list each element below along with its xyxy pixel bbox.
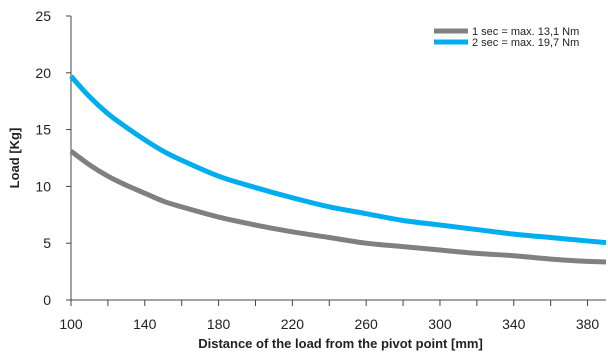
y-tick-group: 0 5 10 15 20 25 <box>35 8 71 308</box>
x-tick-group: 100 140 180 220 260 300 340 380 <box>59 300 599 332</box>
y-tick-label: 0 <box>43 292 51 308</box>
y-axis-title: Load [Kg] <box>7 128 22 189</box>
y-tick-label: 25 <box>35 8 51 24</box>
x-tick-label: 340 <box>502 316 526 332</box>
x-tick-label: 300 <box>428 316 452 332</box>
y-tick-label: 15 <box>35 122 51 138</box>
x-tick-label: 100 <box>59 316 83 332</box>
y-tick-label: 10 <box>35 178 51 194</box>
legend-label-1: 1 sec = max. 13,1 Nm <box>472 26 579 38</box>
y-tick-label: 20 <box>35 65 51 81</box>
legend-label-2: 2 sec = max. 19,7 Nm <box>472 37 579 49</box>
x-axis-title: Distance of the load from the pivot poin… <box>198 336 483 351</box>
legend: 1 sec = max. 13,1 Nm2 sec = max. 19,7 Nm <box>420 23 606 49</box>
x-tick-label: 180 <box>207 316 231 332</box>
series-line-1 <box>69 149 607 265</box>
series-group <box>69 74 607 265</box>
x-tick-label: 140 <box>133 316 157 332</box>
y-tick-label: 5 <box>43 235 51 251</box>
y-axis: 0 5 10 15 20 25 <box>35 8 72 308</box>
x-tick-label: 260 <box>354 316 378 332</box>
series-line-2 <box>69 74 607 246</box>
x-axis: 100 140 180 220 260 300 340 380 <box>59 299 606 332</box>
x-tick-label: 220 <box>281 316 305 332</box>
x-tick-label: 380 <box>576 316 600 332</box>
